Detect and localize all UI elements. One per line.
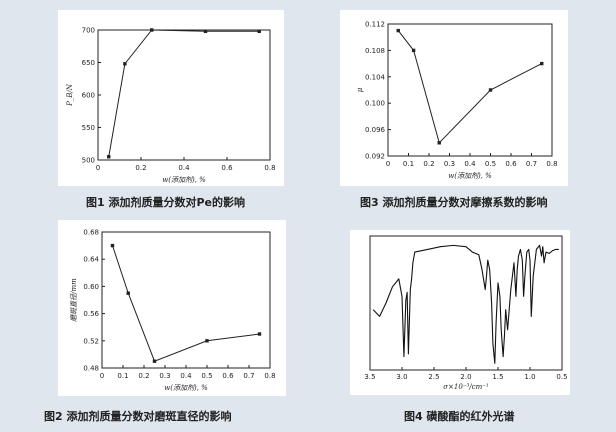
data-point <box>411 48 416 53</box>
x-tick-label: 0.8 <box>264 164 275 172</box>
y-tick-label: 550 <box>82 124 95 132</box>
plot-frame <box>101 231 271 369</box>
data-point <box>257 332 262 336</box>
y-tick-label: 0.64 <box>83 256 99 264</box>
x-tick-label: 0.3 <box>444 160 455 168</box>
x-axis-label: w(添加剂), % <box>448 172 492 180</box>
series-line <box>112 245 260 362</box>
chart-fig3: 0 0.1 0.2 0.3 0.4 0.5 0.6 0.7 0.8 0.092 0.096 0.100… <box>356 21 558 181</box>
x-tick-label: 0.6 <box>222 372 234 380</box>
chart-fig4: 3.5 3.0 2.5 2.0 1.5 1.0 0.5 σ×10⁻³/cm⁻¹ <box>364 235 568 391</box>
plot-frame <box>387 23 553 157</box>
x-tick-label: 0.8 <box>546 160 557 168</box>
y-tick-label: 650 <box>82 59 95 67</box>
data-point <box>110 243 115 248</box>
plot-frame <box>369 235 563 371</box>
y-tick-label: 700 <box>82 27 95 35</box>
x-tick-label: 0.6 <box>505 160 517 168</box>
y-tick-label: 600 <box>82 92 95 100</box>
x-tick-label: 0.2 <box>135 164 146 172</box>
y-axis-label: P_B/N <box>66 83 74 107</box>
spectrum-line <box>372 244 559 364</box>
y-tick-label: 0.60 <box>83 283 99 291</box>
data-point <box>107 155 111 159</box>
x-tick-label: 0.3 <box>159 372 170 380</box>
y-tick-label: 0.100 <box>365 100 385 108</box>
data-point <box>437 141 441 145</box>
x-tick-label: 0.2 <box>138 372 149 380</box>
y-axis-label: μ <box>356 87 364 92</box>
x-tick-label: 0.6 <box>221 164 233 172</box>
y-tick-label: 0.56 <box>83 310 99 318</box>
y-tick-label: 0.092 <box>365 153 385 161</box>
x-tick-label: 0 <box>100 372 104 380</box>
x-tick-label: 0.7 <box>243 372 254 380</box>
data-point <box>150 28 154 32</box>
x-tick-label: 0.4 <box>180 372 192 380</box>
data-point <box>488 88 493 92</box>
y-axis-label: 磨斑直径/mm <box>70 278 78 322</box>
x-tick-label: 0.4 <box>464 160 476 168</box>
chart-panel-fig2: 0 0.1 0.2 0.3 0.4 0.5 0.6 0.7 0.8 0.48 0.52 0.56 0.6… <box>58 220 286 396</box>
y-tick-label: 0.68 <box>83 229 99 237</box>
x-tick-label: 2.0 <box>460 373 471 381</box>
x-axis-label: w(添加剂), % <box>164 384 208 392</box>
chart-panel-fig4: 3.5 3.0 2.5 2.0 1.5 1.0 0.5 σ×10⁻³/cm⁻¹ <box>350 230 570 395</box>
figure-caption-4: 图4 磺酸酯的红外光谱 <box>404 410 515 423</box>
data-point <box>257 29 261 33</box>
data-point <box>205 339 209 343</box>
x-axis-label: w(添加剂), % <box>162 176 206 184</box>
x-tick-label: 0.5 <box>556 373 567 381</box>
figure-caption-1: 图1 添加剂质量分数对Pe的影响 <box>86 196 246 209</box>
x-tick-label: 0.2 <box>423 160 434 168</box>
x-tick-label: 0.8 <box>264 372 275 380</box>
chart-fig2: 0 0.1 0.2 0.3 0.4 0.5 0.6 0.7 0.8 0.48 0.52 0.56 0.6… <box>70 229 276 393</box>
figure-caption-3: 图3 添加剂质量分数对摩擦系数的影响 <box>360 196 548 209</box>
y-tick-label: 500 <box>82 157 95 165</box>
chart-panel-fig1: 0 0.2 0.4 0.6 0.8 500 550 600 650 700 w(添加剂), % P_B… <box>58 10 284 186</box>
y-tick-label: 0.104 <box>365 73 386 81</box>
x-tick-label: 1.5 <box>492 373 503 381</box>
x-tick-label: 0.5 <box>201 372 212 380</box>
y-tick-label: 0.48 <box>83 365 99 373</box>
series-line <box>397 30 542 144</box>
data-point <box>540 61 544 66</box>
series-line <box>108 29 260 157</box>
x-tick-label: 2.5 <box>428 373 439 381</box>
x-tick-label: 0.5 <box>485 160 496 168</box>
y-tick-label: 0.096 <box>365 126 386 134</box>
data-point <box>396 28 400 33</box>
x-tick-label: 0 <box>386 160 390 168</box>
x-tick-label: 3.5 <box>364 373 375 381</box>
data-point <box>126 291 130 295</box>
x-tick-label: 0.4 <box>178 164 190 172</box>
y-tick-label: 0.52 <box>83 337 99 345</box>
y-tick-label: 0.108 <box>365 47 385 55</box>
chart-panel-fig3: 0 0.1 0.2 0.3 0.4 0.5 0.6 0.7 0.8 0.092 0.096 0.100… <box>340 10 568 186</box>
x-tick-label: 0.1 <box>117 372 128 380</box>
x-tick-label: 1.0 <box>524 373 535 381</box>
data-point <box>123 62 127 66</box>
chart-fig1: 0 0.2 0.4 0.6 0.8 500 550 600 650 700 w(添加剂), % P_B… <box>66 27 276 185</box>
x-tick-label: 0.1 <box>403 160 414 168</box>
y-tick-label: 0.112 <box>365 21 385 29</box>
data-point <box>203 29 208 33</box>
figure-caption-2: 图2 添加剂质量分数对磨斑直径的影响 <box>44 410 232 423</box>
data-point <box>152 359 157 363</box>
x-tick-label: 0.7 <box>526 160 537 168</box>
x-tick-label: 0 <box>96 164 100 172</box>
x-tick-label: 3.0 <box>396 373 407 381</box>
x-axis-label: σ×10⁻³/cm⁻¹ <box>443 383 489 391</box>
plot-frame <box>97 29 271 161</box>
